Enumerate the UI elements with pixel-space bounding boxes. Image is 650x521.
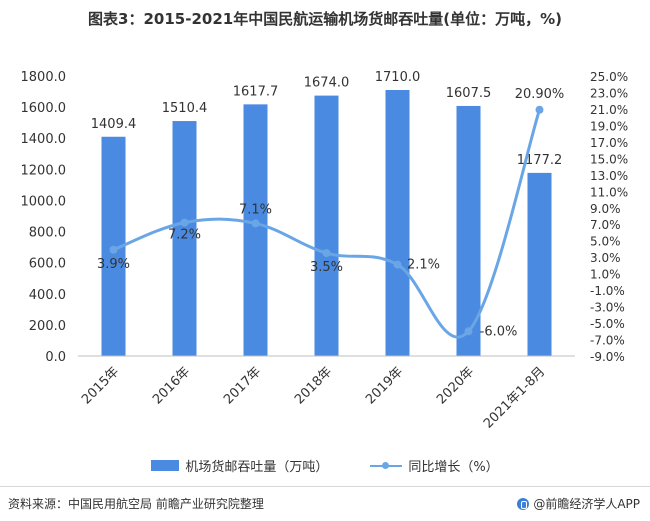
x-axis-tick-label: 2021年1-8月 [481, 364, 548, 431]
legend-bar-label: 机场货邮吞吐量（万吨） [185, 459, 329, 475]
left-axis-tick-label: 200.0 [29, 319, 66, 334]
x-axis-tick-label: 2017年 [221, 364, 264, 407]
x-axis: 2015年 2016年 2017年 2018年 2019年 2020年 2021年1-8月 [78, 355, 575, 432]
bar-value-label: 1617.7 [233, 84, 279, 99]
bar [385, 90, 410, 356]
growth-value-labels: 3.9% 7.2% 7.1% 3.5% 2.1% -6.0% 20.90% [97, 87, 564, 340]
brand-text: @前瞻经济学人APP [533, 497, 640, 511]
growth-value-label: 7.2% [168, 228, 201, 243]
left-axis-tick-label: 1800.0 [21, 70, 67, 85]
left-axis-tick-label: 1600.0 [21, 101, 67, 116]
right-axis-tick-label: 15.0% [590, 152, 628, 166]
growth-point [109, 245, 118, 254]
growth-line-path [112, 109, 541, 339]
x-axis-tick-label: 2020年 [434, 364, 477, 407]
bar-value-label: 1674.0 [304, 76, 350, 91]
right-axis-tick-label: 11.0% [590, 185, 628, 199]
legend-bar-swatch [151, 459, 180, 471]
right-axis-tick-label: -3.0% [590, 301, 625, 315]
left-axis-tick-label: 1000.0 [21, 194, 67, 209]
left-axis-tick-label: 1400.0 [21, 132, 67, 147]
legend: 机场货邮吞吐量（万吨） 同比增长（%） [0, 455, 650, 475]
legend-line-swatch [370, 460, 403, 471]
right-axis-tick-label: 5.0% [590, 235, 621, 249]
x-axis-tick-label: 2016年 [150, 364, 193, 407]
right-axis-tick-label: -1.0% [590, 284, 625, 298]
left-axis-tick-label: 1200.0 [21, 163, 67, 178]
right-axis-tick-label: 23.0% [590, 86, 628, 100]
bar-value-label: 1409.4 [91, 117, 137, 132]
legend-line-label: 同比增长（%） [408, 459, 499, 475]
left-axis-tick-label: 800.0 [29, 226, 66, 241]
right-axis-tick-label: 13.0% [590, 169, 628, 183]
right-axis-tick-label: 3.0% [590, 251, 621, 265]
legend-item-bar: 机场货邮吞吐量（万吨） [151, 456, 328, 475]
right-axis-tick-label: 17.0% [590, 136, 628, 150]
growth-line-series [109, 105, 544, 339]
growth-point [393, 260, 402, 269]
brand-logo-icon [517, 497, 530, 510]
right-axis-tick-label: -5.0% [590, 317, 625, 331]
growth-value-label: -6.0% [480, 324, 518, 339]
growth-point [251, 219, 260, 228]
left-axis-tick-label: 0.0 [45, 350, 66, 365]
bar-value-label: 1607.5 [446, 86, 492, 101]
x-axis-tick-label: 2015年 [79, 364, 122, 407]
footer: 资料来源：中国民用航空局 前瞻产业研究院整理 @前瞻经济学人APP [0, 486, 650, 521]
bar-series [101, 90, 552, 356]
growth-point [322, 249, 331, 258]
growth-value-label: 3.9% [97, 257, 130, 272]
growth-value-label: 20.90% [515, 87, 565, 102]
bar [456, 105, 481, 356]
right-axis-tick-label: -7.0% [590, 334, 625, 348]
growth-point [464, 327, 473, 336]
brand-mark: @前瞻经济学人APP [517, 495, 640, 512]
right-y-axis: -9.0% -7.0% -5.0% -3.0% -1.0% 1.0% 3.0% 5.0% 7.0… [590, 70, 628, 364]
right-axis-tick-label: 21.0% [590, 103, 628, 117]
right-axis-tick-label: 9.0% [590, 202, 621, 216]
x-axis-tick-label: 2018年 [292, 364, 335, 407]
bar [243, 104, 268, 356]
bar-value-label: 1710.0 [375, 70, 421, 85]
growth-point [535, 105, 544, 114]
right-axis-tick-label: 19.0% [590, 119, 628, 133]
left-axis-tick-label: 400.0 [29, 288, 66, 303]
growth-value-label: 7.1% [239, 202, 272, 217]
chart-title: 图表3：2015-2021年中国民航运输机场货邮吞吐量(单位：万吨，%) [88, 10, 562, 28]
growth-value-label: 2.1% [407, 258, 440, 273]
combo-chart: 0.0 200.0 400.0 600.0 800.0 1000.0 1200.0 1400.… [21, 70, 629, 432]
x-axis-tick-label: 2019年 [363, 364, 406, 407]
left-axis-tick-label: 600.0 [29, 257, 66, 272]
legend-item-line: 同比增长（%） [370, 456, 499, 475]
bar [172, 121, 197, 356]
bar-value-label: 1510.4 [162, 101, 208, 116]
right-axis-tick-label: 1.0% [590, 268, 621, 282]
right-axis-tick-label: 25.0% [590, 70, 628, 84]
left-y-axis: 0.0 200.0 400.0 600.0 800.0 1000.0 1200.0 1400.… [21, 70, 67, 365]
source-note: 资料来源：中国民用航空局 前瞻产业研究院整理 [8, 497, 264, 511]
growth-point [180, 218, 189, 227]
right-axis-tick-label: -9.0% [590, 350, 625, 364]
bar [314, 95, 339, 356]
growth-value-label: 3.5% [310, 260, 343, 275]
bar [527, 172, 552, 356]
right-axis-tick-label: 7.0% [590, 218, 621, 232]
